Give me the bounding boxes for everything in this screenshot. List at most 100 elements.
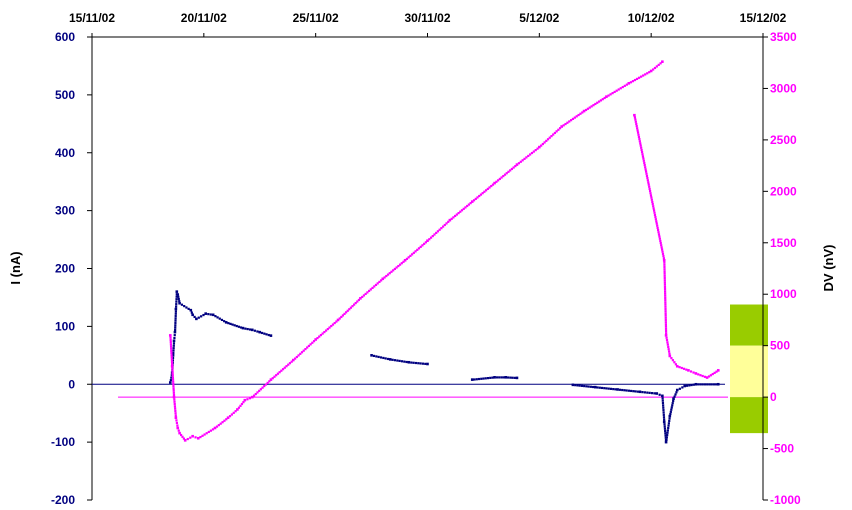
series-right-marker (173, 402, 176, 406)
series-left-point (661, 394, 664, 398)
series-right-marker (319, 333, 323, 337)
series-right-marker (321, 332, 324, 335)
series-right-marker (169, 338, 172, 341)
series-right-marker (194, 436, 197, 439)
series-right-marker (349, 306, 353, 309)
series-left-point (675, 388, 679, 392)
series-right-marker (514, 165, 517, 168)
series-left-marker (377, 355, 380, 359)
series-right-marker (316, 336, 319, 340)
series-right-marker (335, 320, 338, 323)
series-right-marker (543, 141, 546, 144)
series-right-marker (356, 300, 359, 303)
series-left-marker (209, 313, 212, 316)
series-right-marker (663, 283, 667, 286)
series-left-point (672, 397, 675, 401)
series-left-marker (396, 359, 399, 362)
series-right-marker (644, 73, 647, 76)
series-right-marker (575, 115, 578, 118)
series-right-marker (393, 267, 397, 271)
series-left-marker (223, 320, 226, 323)
series-left-marker (200, 315, 203, 318)
series-right-marker (685, 368, 688, 371)
series-left-marker (237, 325, 240, 328)
series-right-marker (232, 411, 235, 414)
series-left-marker (412, 361, 415, 364)
series-left-marker (405, 360, 408, 364)
series-right-marker (228, 415, 232, 418)
series-right-marker (548, 136, 551, 139)
series-right-marker (540, 144, 543, 147)
series-right-marker (707, 375, 711, 378)
series-right-marker (646, 179, 649, 182)
series-right-marker (643, 161, 646, 165)
series-right-marker (275, 374, 278, 377)
series-left-marker (477, 377, 481, 381)
series-left-marker (663, 427, 667, 430)
series-left-marker (663, 423, 666, 426)
series-left-marker (175, 300, 178, 303)
series-right-marker (421, 244, 424, 247)
tolerance-band (730, 345, 768, 398)
series-right-marker (500, 176, 503, 179)
series-right-marker (307, 344, 310, 348)
series-left-point (662, 420, 666, 424)
series-right-marker (711, 372, 714, 376)
series-right-marker (254, 392, 257, 396)
series-left-point (683, 384, 687, 388)
series-right-point (661, 60, 664, 63)
series-right-point (174, 416, 178, 419)
series-right-marker (642, 159, 645, 162)
series-right-marker (177, 429, 180, 432)
series-right-marker (663, 287, 667, 291)
series-right-marker (584, 108, 588, 112)
series-right-marker (641, 155, 645, 158)
series-right-marker (651, 202, 654, 206)
series-right-marker (281, 368, 285, 371)
series-right-marker (170, 352, 173, 355)
series-right-marker (234, 410, 237, 413)
series-right-marker (174, 409, 177, 413)
series-right-marker (667, 348, 670, 351)
series-left-marker (170, 376, 173, 379)
series-left-point (655, 392, 659, 395)
series-right-marker (252, 394, 256, 397)
x-tick-label: 15/12/02 (740, 11, 787, 25)
series-left-marker (658, 393, 661, 396)
series-right-marker (638, 140, 641, 143)
series-left-point (175, 290, 179, 293)
series-left-point (593, 385, 597, 389)
series-right-marker (374, 283, 378, 287)
series-right-marker (436, 230, 440, 233)
series-right-marker (509, 169, 512, 172)
series-right-marker (650, 198, 653, 201)
series-right-marker (664, 314, 667, 317)
series-right-point (178, 431, 181, 435)
series-right-marker (419, 245, 422, 248)
series-left-marker (174, 310, 177, 313)
series-right-marker (640, 75, 643, 78)
series-right-marker (597, 100, 601, 103)
series-left-marker (172, 351, 175, 355)
series-right-marker (331, 323, 335, 326)
series-left-marker (669, 412, 672, 416)
y-left-tick-label: 400 (55, 146, 75, 160)
series-right-marker (169, 340, 172, 344)
series-right-marker (713, 371, 716, 374)
series-left-point (171, 354, 175, 357)
series-right-marker (172, 382, 175, 386)
series-right-marker (645, 174, 649, 178)
y-right-tick-label: 0 (770, 390, 777, 404)
series-right-marker (172, 385, 175, 388)
series-right-marker (663, 270, 666, 273)
series-right-marker (654, 215, 657, 219)
series-left-point (168, 381, 172, 384)
series-right-marker (182, 437, 185, 440)
series-right-point (470, 200, 474, 203)
y-right-tick-label: 2000 (770, 184, 797, 198)
series-left-marker (663, 418, 666, 421)
series-right-marker (172, 391, 175, 394)
series-right-marker (300, 351, 304, 354)
series-left-marker (603, 387, 606, 390)
y-left-tick-label: 100 (55, 319, 75, 333)
